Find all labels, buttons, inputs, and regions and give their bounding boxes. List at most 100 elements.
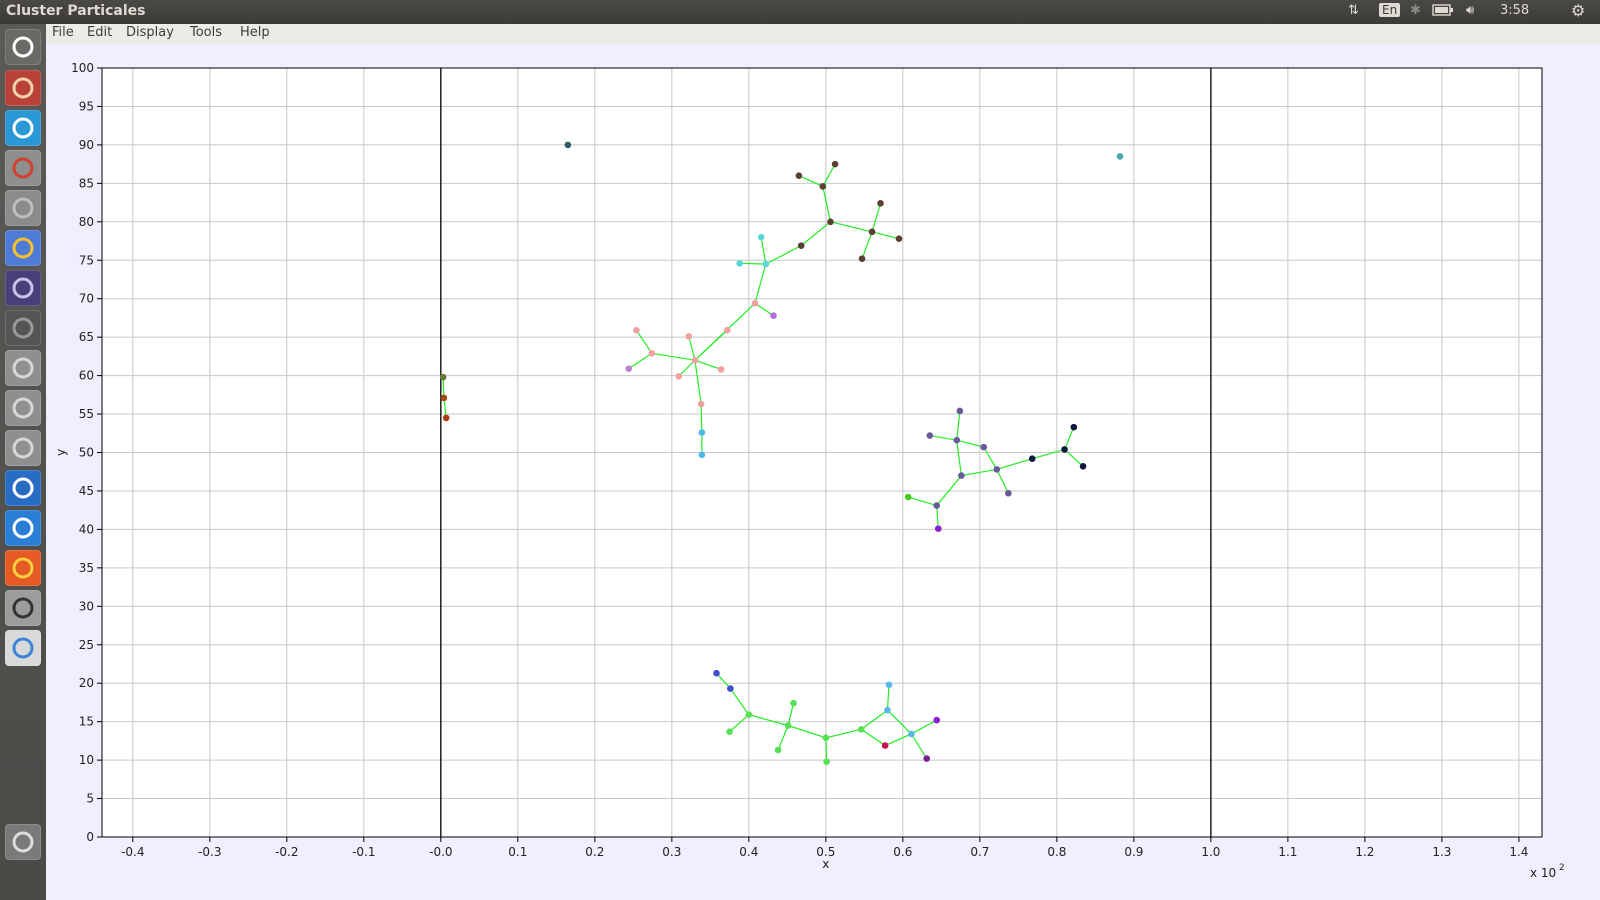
x-tick-label: -0.0 [429,845,452,859]
y-tick-label: 35 [79,561,94,575]
x-tick-label: -0.2 [275,845,298,859]
particle-point [933,502,941,509]
colorful-app-icon[interactable] [5,630,41,666]
particle-point [923,755,931,762]
particle-point [685,333,693,340]
x-tick-label: 1.4 [1509,845,1528,859]
particle-point [790,699,797,707]
bluetooth-icon[interactable]: ✱ [1410,3,1421,18]
cluster-edge [760,237,767,265]
cluster-edge [860,728,886,746]
network-arrows-icon[interactable]: ⇅ [1348,3,1359,18]
cluster-edge [983,446,998,470]
cluster-edge [861,231,873,259]
launcher-sidebar [0,24,46,900]
cluster-edge [694,359,722,371]
particle-point [934,525,942,532]
particle-point [697,400,705,408]
cluster-edge [442,377,445,398]
x-multiplier-label: x 10 [1530,866,1556,880]
menu-bar: File Edit Display Tools Help [46,24,1600,45]
trash-icon[interactable] [5,824,41,860]
dash-icon[interactable] [5,29,41,65]
cluster-edge [694,360,702,405]
x-tick-label: 0.1 [508,845,527,859]
y-tick-label: 40 [79,522,94,536]
x-tick-label: -0.3 [198,845,221,859]
particle-point [831,160,839,168]
cluster-edge [777,725,789,751]
drive-1-icon[interactable] [5,350,41,386]
cluster-edge [765,245,802,265]
firefox-icon[interactable] [5,550,41,586]
keyboard-language-indicator[interactable]: En [1379,3,1401,17]
particle-point [442,414,450,422]
x-tick-label: -0.1 [352,845,375,859]
cluster-edge [956,410,961,441]
volume-icon[interactable]: 🔊︎ [1466,3,1475,18]
cluster-edge [825,737,828,762]
particle-point [881,742,889,749]
particle-point [933,716,941,724]
y-tick-label: 55 [79,407,94,421]
telegram-icon[interactable] [5,110,41,146]
x-tick-label: 0.6 [893,845,912,859]
particle-point [1079,463,1087,470]
particle-point [797,242,805,249]
y-tick-label: 95 [79,99,94,113]
particle-point [958,472,965,479]
menu-file[interactable]: File [52,25,74,40]
window-title: Cluster Particales [6,3,146,19]
battery-icon[interactable] [1432,3,1454,21]
y-tick-label: 65 [79,330,94,344]
gear-icon[interactable]: ⚙ [1571,1,1586,20]
cluster-edge [716,672,731,689]
particle-point [885,681,893,689]
settings-tool-icon[interactable] [5,150,41,186]
top-panel: Cluster Particales ⇅ En ✱ 🔊︎ 3:58 ⚙ [0,0,1600,24]
menu-display[interactable]: Display [126,25,174,40]
y-tick-label: 100 [71,61,94,75]
cluster-edge [886,684,890,711]
files-icon[interactable] [5,70,41,106]
cluster-edge [787,703,795,726]
particle-point [858,255,866,263]
particle-point [757,233,765,241]
cluster-edge [700,404,703,433]
particle-point [675,373,683,380]
y-tick-label: 60 [79,369,94,383]
particle-point [723,326,731,334]
clock[interactable]: 3:58 [1500,3,1530,18]
help-icon[interactable] [5,190,41,226]
java-tool-icon[interactable] [5,590,41,626]
eclipse-icon[interactable] [5,270,41,306]
menu-edit[interactable]: Edit [87,25,113,40]
cluster-edge [961,468,997,477]
particle-point [795,172,803,179]
x-tick-label: 0.8 [1047,845,1066,859]
cluster-edge [822,163,836,187]
cluster-edge [754,302,774,317]
window-app-icon[interactable] [5,310,41,346]
cluster-edge [739,262,766,265]
vscode-icon[interactable] [5,510,41,546]
cluster-edge [871,231,900,240]
cluster-edge [825,728,862,739]
cluster-edge [956,440,962,476]
particle-point [868,228,876,236]
y-tick-label: 10 [79,753,94,767]
r-icon[interactable] [5,470,41,506]
menu-tools[interactable]: Tools [190,25,223,40]
cluster-edge [929,434,957,441]
x-tick-label: 1.2 [1355,845,1374,859]
y-tick-label: 0 [86,830,94,844]
particle-point [827,218,834,226]
chrome-icon[interactable] [5,230,41,266]
drive-2-icon[interactable] [5,390,41,426]
drive-3-icon[interactable] [5,430,41,466]
particle-point [1070,423,1078,431]
particle-point [564,141,572,149]
menu-help[interactable]: Help [240,25,270,40]
y-tick-label: 70 [79,292,94,306]
plot-canvas[interactable]: -0.4 -0.3 -0.2 -0.1 -0.0 0.1 0.2 0.3 0.4 0.5 0.6 0.… [46,44,1600,900]
